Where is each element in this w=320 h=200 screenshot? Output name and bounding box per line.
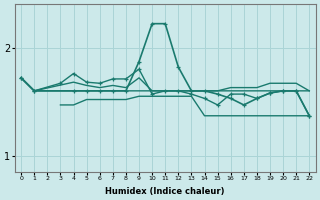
X-axis label: Humidex (Indice chaleur): Humidex (Indice chaleur) [106, 187, 225, 196]
